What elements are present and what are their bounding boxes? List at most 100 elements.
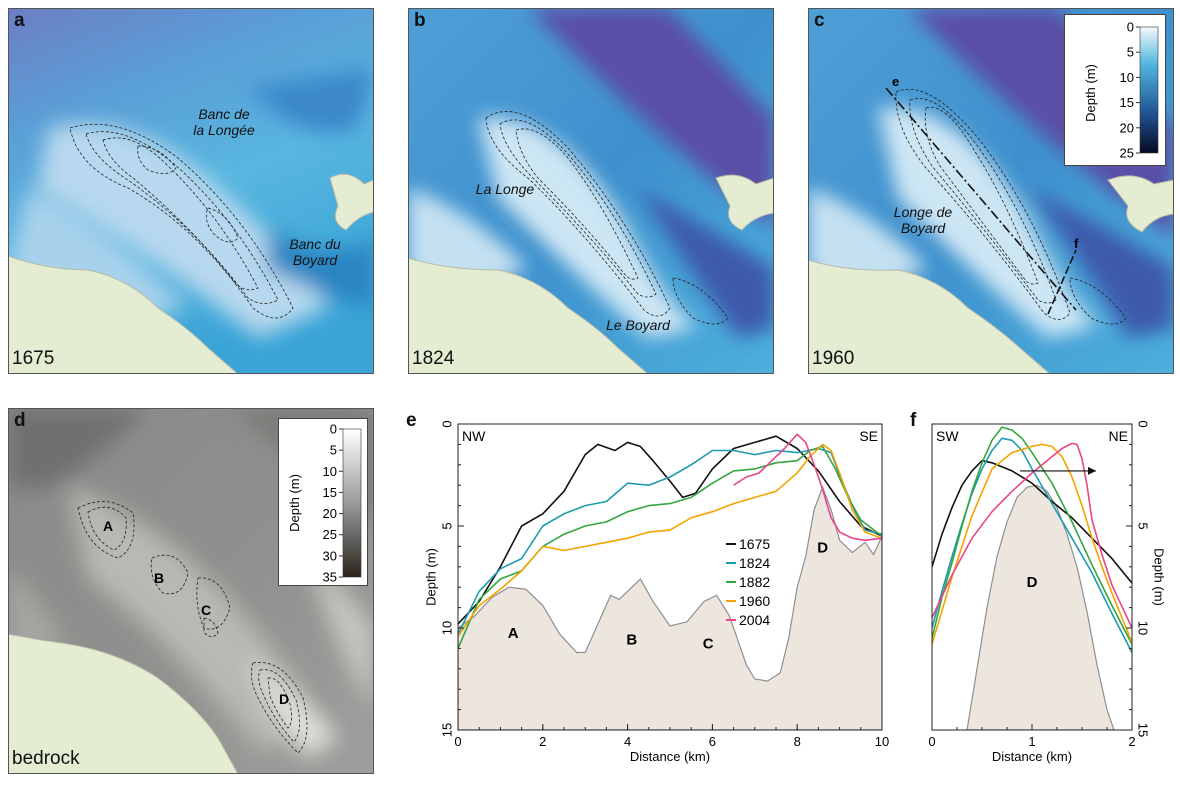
- bedrock-peak-label-a: A: [508, 625, 519, 642]
- year-label-bedrock: bedrock: [12, 748, 80, 769]
- bathymetry-map-1824: [407, 8, 775, 375]
- profile-mark-e: e: [892, 74, 900, 89]
- panel-letter-c: c: [814, 10, 825, 31]
- series-line-1675: [932, 459, 1132, 584]
- panel-letter-f: f: [910, 410, 917, 431]
- bedrock-peak-label-c: C: [703, 635, 714, 652]
- legend-grey-tick-label: 15: [323, 485, 337, 500]
- bedrock-label-b: B: [154, 570, 164, 586]
- map-panel-d: A B C D d bedrock Depth (m) 0 5 10 15 20 25 30…: [7, 408, 374, 775]
- map-panel-c: c 1960 Longe de Boyard e f Depth (m) 0 5 10…: [807, 8, 1175, 375]
- series-line-1824: [932, 437, 1132, 653]
- profile-line-e: [885, 87, 1077, 311]
- y-tick-label: 0: [439, 420, 454, 427]
- legend-blue-tick-label: 5: [1127, 45, 1134, 60]
- year-label-1824: 1824: [412, 348, 455, 369]
- x-tick-label: 6: [709, 734, 716, 749]
- legend-blue-tick-label: 20: [1120, 120, 1134, 135]
- profile-chart-e: e A B C D 0 2 4 6 8 10 Distance (km) 0 5 10 15 Depth (m…: [400, 408, 900, 780]
- y-tick-label: 10: [439, 621, 454, 635]
- legend-label-1675: 1675: [739, 536, 770, 552]
- x-tick-label: 0: [454, 734, 461, 749]
- sand-bank-contours: [485, 111, 729, 325]
- depth-profile-chart-e: A B C D 0 2 4 6 8 10 Distance (km) 0 5 10 15 Depth (m) N…: [423, 420, 889, 764]
- legend-grey-tick-label: 10: [323, 464, 337, 479]
- legend-blue-title: Depth (m): [1083, 64, 1098, 122]
- y-tick-label: 5: [439, 522, 454, 529]
- legend-colorbar-blue: Depth (m) 0 5 10 15 20 25: [1083, 20, 1159, 161]
- bedrock-profile: [458, 485, 882, 730]
- profile-line-f: [1047, 249, 1077, 315]
- y-axis-label: Depth (m): [1152, 548, 1167, 606]
- legend-grey-tick-label: 30: [323, 548, 337, 563]
- x-tick-label: 2: [539, 734, 546, 749]
- panel-letter-d: d: [14, 410, 26, 431]
- place-label-longe-boyard: Longe de Boyard: [893, 204, 953, 236]
- profile-mark-f: f: [1074, 236, 1079, 251]
- x-axis-label: Distance (km): [992, 749, 1072, 764]
- legend-grey-title: Depth (m): [287, 474, 302, 532]
- direction-label-left: NW: [462, 428, 486, 444]
- legend-colorbar-grey: Depth (m) 0 5 10 15 20 25 30 35: [287, 422, 362, 585]
- profile-chart-f: f D 0 1 2 Distance (km) 0 5 10 15 Depth (m) SW NE: [906, 408, 1176, 780]
- y-tick-label: 5: [1136, 522, 1151, 529]
- legend-grey-tick-label: 5: [330, 443, 337, 458]
- depth-legend-blue: Depth (m) 0 5 10 15 20 25: [1064, 14, 1166, 166]
- legend-label-1960: 1960: [739, 593, 770, 609]
- place-label-banc-longee: Banc de la Longée: [193, 106, 255, 138]
- series-line-1960: [932, 443, 1132, 645]
- panel-letter-e: e: [406, 410, 417, 431]
- direction-label-left: SW: [936, 428, 959, 444]
- place-label-banc-boyard: Banc du Boyard: [289, 236, 341, 268]
- bedrock-peak-label-d: D: [817, 540, 828, 557]
- legend-label-1824: 1824: [739, 555, 770, 571]
- migration-arrow-head: [1088, 466, 1096, 475]
- map-panel-b: b 1824 La Longe Le Boyard: [407, 8, 775, 375]
- depth-profile-chart-f: D 0 1 2 Distance (km) 0 5 10 15 Depth (m) SW NE: [928, 420, 1167, 764]
- y-tick-label: 15: [1136, 723, 1151, 737]
- sand-bank-contours: [69, 123, 294, 319]
- bedrock-peak-label-d: D: [1027, 574, 1038, 591]
- legend-grey-tick-label: 25: [323, 527, 337, 542]
- legend-blue-tick-label: 25: [1120, 146, 1134, 161]
- x-tick-label: 0: [928, 734, 935, 749]
- place-label-le-boyard: Le Boyard: [606, 317, 670, 333]
- x-tick-label: 4: [624, 734, 631, 749]
- direction-label-right: SE: [859, 428, 878, 444]
- x-tick-label: 1: [1028, 734, 1035, 749]
- sand-bank-contours: [895, 88, 1127, 325]
- panel-letter-a: a: [14, 10, 25, 31]
- bedrock-label-c: C: [201, 602, 211, 618]
- land-shape: [7, 255, 240, 375]
- chart-legend: 1675 1824 1882 1960 2004: [726, 536, 770, 628]
- land-shape: [7, 633, 239, 775]
- y-axis-label: Depth (m): [423, 548, 438, 606]
- bedrock-label-a: A: [103, 518, 113, 534]
- place-label-la-longe: La Longe: [475, 181, 535, 197]
- x-tick-label: 10: [875, 734, 889, 749]
- x-tick-label: 8: [794, 734, 801, 749]
- legend-grey-tick-label: 0: [330, 422, 337, 437]
- bedrock-label-d: D: [279, 691, 289, 707]
- legend-grey-tick-label: 35: [323, 570, 337, 585]
- y-tick-label: 0: [1136, 420, 1151, 427]
- y-tick-label: 10: [1136, 621, 1151, 635]
- land-shape: [407, 257, 650, 375]
- series-line-2004: [733, 433, 882, 542]
- bedrock-peak-label-b: B: [626, 631, 637, 648]
- bedrock-map: A B C D: [7, 408, 374, 775]
- series-line-2004: [932, 442, 1132, 629]
- legend-label-1882: 1882: [739, 574, 770, 590]
- panel-letter-b: b: [414, 10, 426, 31]
- bathymetry-map-1675: [7, 8, 375, 375]
- legend-blue-tick-label: 0: [1127, 20, 1134, 35]
- legend-grey-tick-label: 20: [323, 506, 337, 521]
- direction-label-right: NE: [1109, 428, 1128, 444]
- x-axis-label: Distance (km): [630, 749, 710, 764]
- year-label-1675: 1675: [12, 348, 55, 369]
- y-tick-label: 15: [439, 723, 454, 737]
- legend-blue-tick-label: 10: [1120, 70, 1134, 85]
- legend-blue-tick-label: 15: [1120, 95, 1134, 110]
- land-shape: [807, 259, 1052, 375]
- map-panel-a: a 1675 Banc de la Longée Banc du Boyard: [7, 8, 375, 375]
